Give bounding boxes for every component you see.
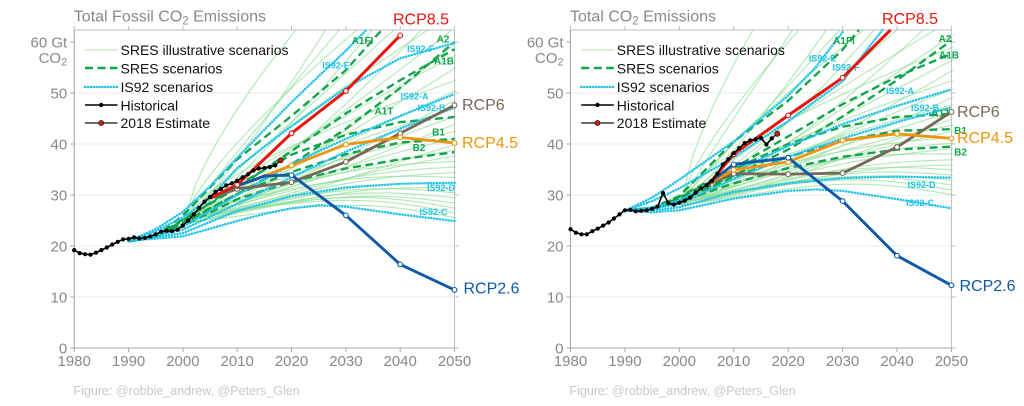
svg-text:IS92-B: IS92-B <box>417 103 446 113</box>
svg-text:40: 40 <box>51 136 68 153</box>
svg-text:A2: A2 <box>939 34 952 45</box>
svg-text:IS92-C: IS92-C <box>419 207 448 217</box>
svg-text:RCP2.6: RCP2.6 <box>464 281 520 298</box>
svg-text:2010: 2010 <box>717 353 750 370</box>
svg-text:2030: 2030 <box>329 353 362 370</box>
svg-text:0: 0 <box>59 340 67 357</box>
svg-text:60 Gt: 60 Gt <box>527 34 565 51</box>
svg-text:B2: B2 <box>413 143 426 154</box>
svg-text:SRES scenarios: SRES scenarios <box>121 60 223 76</box>
svg-text:A1B: A1B <box>939 51 959 62</box>
svg-text:IS92-E: IS92-E <box>322 61 350 71</box>
svg-text:IS92 scenarios: IS92 scenarios <box>121 79 214 95</box>
svg-text:2010: 2010 <box>221 353 254 370</box>
svg-text:CO2: CO2 <box>535 50 564 69</box>
svg-text:10: 10 <box>547 289 564 306</box>
svg-text:IS92-E: IS92-E <box>809 54 837 64</box>
svg-text:1990: 1990 <box>608 353 641 370</box>
svg-text:A1T: A1T <box>932 109 951 120</box>
svg-text:Total CO2 Emissions: Total CO2 Emissions <box>570 9 716 28</box>
svg-text:2040: 2040 <box>880 353 913 370</box>
svg-text:1980: 1980 <box>58 353 91 370</box>
svg-text:2020: 2020 <box>275 353 308 370</box>
svg-text:A1FI: A1FI <box>833 36 855 47</box>
svg-text:20: 20 <box>547 238 564 255</box>
svg-text:IS92-D: IS92-D <box>427 183 456 193</box>
svg-text:Historical: Historical <box>617 97 675 113</box>
svg-text:2000: 2000 <box>663 353 696 370</box>
svg-text:IS92-A: IS92-A <box>886 86 915 96</box>
svg-text:IS92-D: IS92-D <box>907 180 936 190</box>
svg-text:IS92-F: IS92-F <box>832 63 860 73</box>
svg-text:RCP8.5: RCP8.5 <box>882 11 938 28</box>
svg-text:IS92-A: IS92-A <box>400 92 429 102</box>
svg-text:40: 40 <box>547 136 564 153</box>
svg-text:50: 50 <box>51 85 68 102</box>
svg-text:RCP4.5: RCP4.5 <box>462 135 518 152</box>
svg-text:2000: 2000 <box>166 353 199 370</box>
svg-text:Historical: Historical <box>121 97 179 113</box>
svg-text:SRES illustrative scenarios: SRES illustrative scenarios <box>121 42 289 58</box>
svg-text:A1FI: A1FI <box>352 36 374 47</box>
svg-text:2020: 2020 <box>772 353 805 370</box>
svg-text:IS92-B: IS92-B <box>911 103 940 113</box>
svg-text:IS92 scenarios: IS92 scenarios <box>617 79 710 95</box>
svg-text:2050: 2050 <box>935 353 968 370</box>
svg-text:A2: A2 <box>437 35 450 46</box>
svg-text:A1T: A1T <box>375 107 394 118</box>
svg-text:60 Gt: 60 Gt <box>31 34 69 51</box>
svg-text:B1: B1 <box>954 126 967 137</box>
svg-text:20: 20 <box>51 238 68 255</box>
svg-text:RCP6: RCP6 <box>462 97 505 114</box>
svg-text:1980: 1980 <box>554 353 587 370</box>
svg-text:RCP2.6: RCP2.6 <box>960 278 1016 295</box>
svg-text:IS92-C: IS92-C <box>906 198 935 208</box>
svg-text:10: 10 <box>51 289 68 306</box>
svg-text:Figure: @robbie_andrew, @Peter: Figure: @robbie_andrew, @Peters_Glen <box>570 384 796 398</box>
svg-text:Figure: @robbie_andrew, @Peter: Figure: @robbie_andrew, @Peters_Glen <box>74 384 300 398</box>
svg-text:SRES scenarios: SRES scenarios <box>617 60 719 76</box>
svg-text:30: 30 <box>547 187 564 204</box>
svg-text:CO2: CO2 <box>39 50 68 69</box>
svg-text:2018 Estimate: 2018 Estimate <box>121 115 211 131</box>
svg-text:RCP6: RCP6 <box>957 104 1000 121</box>
svg-text:2050: 2050 <box>438 353 471 370</box>
svg-text:2018 Estimate: 2018 Estimate <box>617 115 707 131</box>
svg-text:1990: 1990 <box>112 353 145 370</box>
svg-text:50: 50 <box>547 85 564 102</box>
svg-text:RCP4.5: RCP4.5 <box>957 130 1013 147</box>
svg-text:Total Fossil CO2 Emissions: Total Fossil CO2 Emissions <box>74 9 266 28</box>
svg-text:SRES illustrative scenarios: SRES illustrative scenarios <box>617 42 785 58</box>
svg-text:RCP8.5: RCP8.5 <box>393 12 449 29</box>
svg-text:30: 30 <box>51 187 68 204</box>
svg-text:A1B: A1B <box>434 57 454 68</box>
svg-text:B2: B2 <box>954 148 967 159</box>
svg-text:IS92-F: IS92-F <box>407 44 435 54</box>
svg-text:2040: 2040 <box>384 353 417 370</box>
svg-text:2030: 2030 <box>826 353 859 370</box>
svg-text:B1: B1 <box>432 128 445 139</box>
svg-text:0: 0 <box>555 340 563 357</box>
